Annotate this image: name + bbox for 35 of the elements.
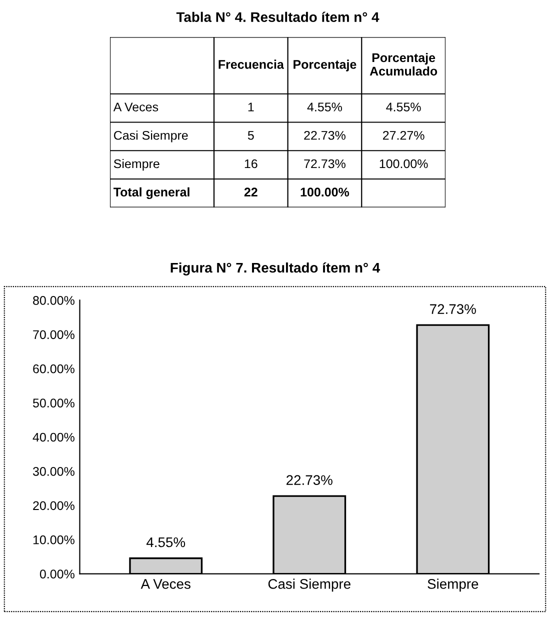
text: 16 xyxy=(244,159,258,168)
text: Siempre xyxy=(114,158,160,171)
text: Casi Siempre xyxy=(114,130,188,142)
y-tick-label: 10.00% xyxy=(33,535,74,544)
y-tick-label: 30.00% xyxy=(32,467,74,476)
data-label: 4.55% xyxy=(146,537,186,548)
text: Total general xyxy=(113,187,190,200)
y-tick-label: 80.00% xyxy=(33,296,74,305)
text: Frecuencia xyxy=(218,60,284,69)
text: A Veces xyxy=(113,102,158,112)
text: 1 xyxy=(248,102,254,112)
text: 4.55% xyxy=(386,102,421,112)
text: Porcentaje Acumulado xyxy=(370,52,438,76)
x-tick-label: Casi Siempre xyxy=(268,578,350,592)
text: 4.55% xyxy=(307,102,342,112)
text: 27.27% xyxy=(382,130,424,140)
text: 22.73% xyxy=(304,130,346,140)
y-tick-label: 60.00% xyxy=(33,364,74,374)
text: 100.00% xyxy=(300,188,350,197)
data-label: 22.73% xyxy=(286,475,332,485)
chart-title: Figura N° 7. Resultado ítem n° 4 xyxy=(170,262,380,276)
y-tick-label: 50.00% xyxy=(32,398,74,408)
text: 5 xyxy=(248,131,254,140)
y-tick-label: 40.00% xyxy=(32,432,74,442)
text: 100.00% xyxy=(380,159,428,168)
y-tick-label: 20.00% xyxy=(33,501,74,510)
text: 72.73% xyxy=(304,159,346,168)
text: Porcentaje xyxy=(294,60,356,72)
y-tick-label: 70.00% xyxy=(33,330,74,340)
x-tick-label: A Veces xyxy=(140,579,190,589)
text: 22 xyxy=(244,188,258,196)
y-tick-label: 0.00% xyxy=(40,570,74,578)
text: Tabla N° 4. Resultado ítem n° 4 xyxy=(176,12,380,22)
data-label: 72.73% xyxy=(430,304,476,314)
x-tick-label: Siempre xyxy=(428,578,478,592)
